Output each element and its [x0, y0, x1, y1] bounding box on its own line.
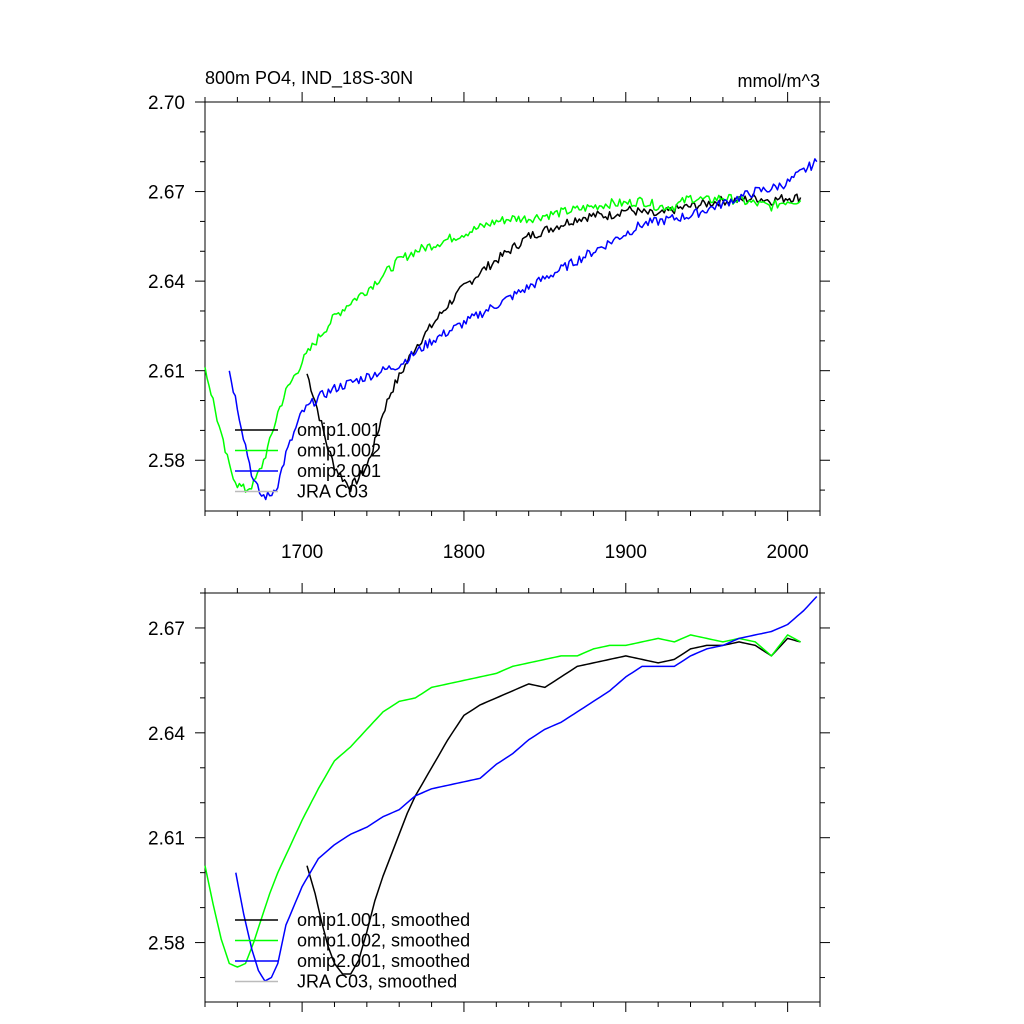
legend-entry: omip1.001, smoothed — [297, 910, 470, 930]
legend-entry: omip1.001 — [297, 420, 381, 440]
units-label: mmol/m^3 — [738, 71, 820, 91]
top-panel: 2.58 2.61 2.64 2.67 2.70 1700 1800 1900 2000 omip… — [148, 68, 830, 563]
y-tick-label: 2.70 — [148, 93, 185, 114]
plot-frame — [204, 592, 821, 1003]
series-line-2 — [235, 595, 818, 982]
y-tick-label: 2.58 — [148, 934, 185, 955]
y-tick-label: 2.58 — [148, 451, 185, 472]
y-tick-label: 2.64 — [148, 724, 185, 745]
x-tick-label: 1700 — [281, 542, 323, 563]
legend-entry: omip1.002 — [297, 441, 381, 461]
y-tick-label: 2.67 — [148, 183, 185, 204]
y-tick-label: 2.67 — [148, 619, 185, 640]
x-tick-label: 1800 — [443, 542, 485, 563]
y-tick-label: 2.64 — [148, 272, 185, 293]
x-tick-label: 2000 — [766, 542, 808, 563]
series-line-0 — [306, 637, 801, 975]
bottom-panel: 2.58 2.61 2.64 2.67 omip1.001, smoothedomip1… — [148, 583, 830, 1012]
series-line-2 — [228, 158, 818, 501]
legend-entry: JRA C03 — [297, 482, 368, 502]
series-line-1 — [204, 634, 801, 968]
legend-entry: omip1.002, smoothed — [297, 931, 470, 951]
legend-entry: JRA C03, smoothed — [297, 972, 457, 992]
legend-entry: omip2.001, smoothed — [297, 951, 470, 971]
plot-frame — [204, 101, 821, 512]
legend-entry: omip2.001 — [297, 461, 381, 481]
y-tick-label: 2.61 — [148, 829, 185, 850]
y-tick-label: 2.61 — [148, 362, 185, 383]
chart-title: 800m PO4, IND_18S-30N — [205, 68, 413, 89]
series-line-1 — [204, 193, 802, 493]
x-tick-label: 1900 — [605, 542, 647, 563]
